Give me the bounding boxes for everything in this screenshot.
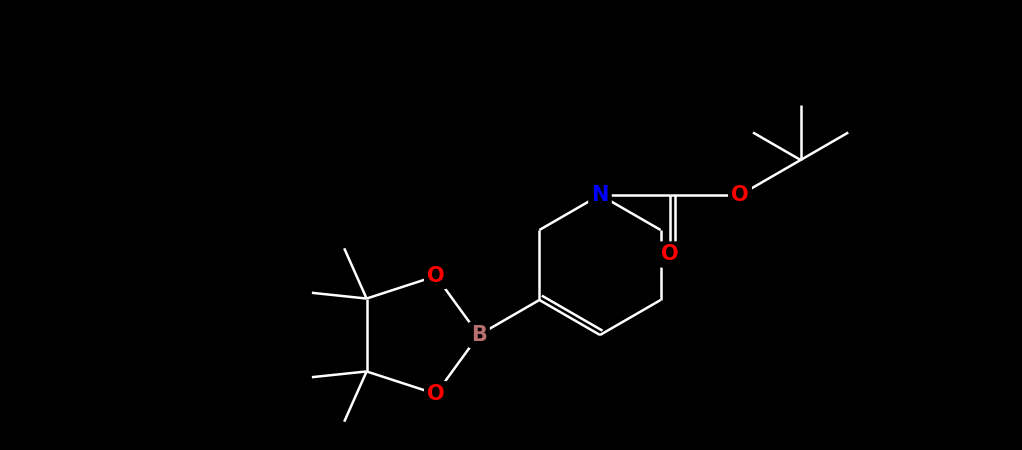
- Text: O: O: [731, 185, 749, 205]
- Text: B: B: [471, 325, 486, 345]
- Text: O: O: [661, 244, 679, 265]
- Text: N: N: [592, 185, 609, 205]
- Text: O: O: [427, 384, 445, 404]
- Text: O: O: [427, 266, 445, 286]
